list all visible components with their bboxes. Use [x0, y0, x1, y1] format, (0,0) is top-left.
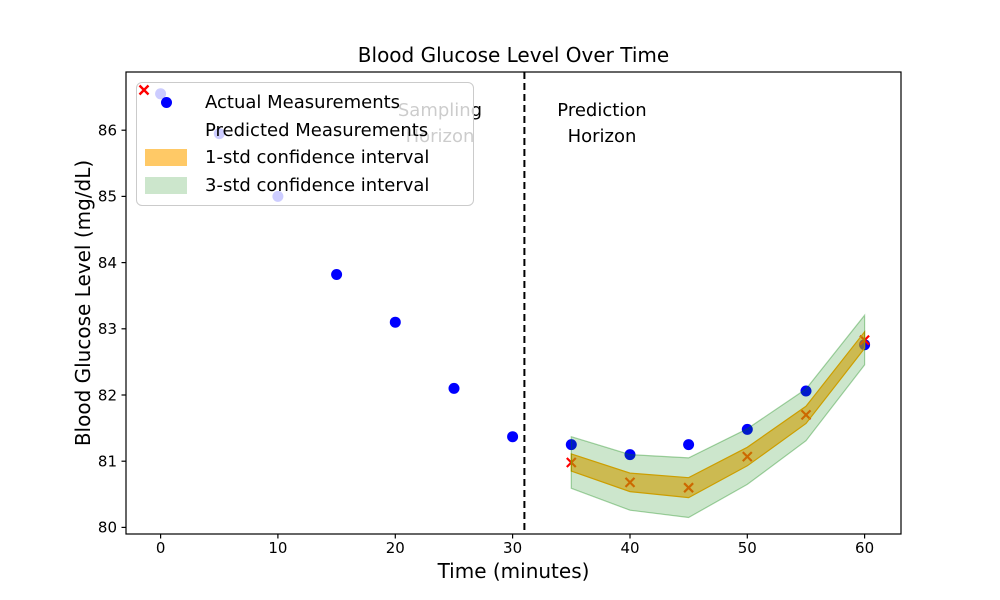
y-tick-label: 82: [98, 386, 117, 404]
axes-box: [125, 71, 902, 535]
y-tick-label: 83: [98, 320, 117, 338]
legend-patch-marker-icon: [145, 149, 187, 167]
x-tick-label: 10: [268, 539, 287, 557]
x-tick-label: 0: [156, 539, 166, 557]
1-std-confidence-band: [570, 330, 866, 499]
actual-point: [331, 269, 343, 280]
legend-item-label: 3-std confidence interval: [205, 174, 430, 196]
prediction-horizon-line1: Prediction: [557, 100, 647, 121]
x-axis-label: Time (minutes): [437, 559, 590, 583]
legend-item-label: 1-std confidence interval: [205, 147, 430, 169]
actual-point: [448, 382, 460, 394]
legend-marker-cell: [145, 176, 187, 194]
y-tick-label: 84: [98, 254, 117, 272]
legend-marker-cell: [145, 149, 187, 167]
chart-title: Blood Glucose Level Over Time: [357, 43, 670, 67]
actual-point: [507, 431, 519, 443]
actual-point: [800, 385, 812, 397]
actual-point: [624, 449, 636, 461]
legend-item: Actual Measurements: [137, 92, 473, 113]
actual-point: [741, 423, 753, 435]
y-tick-label: 80: [98, 519, 117, 537]
y-tick-label: 81: [98, 452, 117, 470]
prediction-horizon-annotation: Prediction Horizon: [532, 98, 672, 150]
legend-patch-marker-icon: [145, 176, 187, 194]
legend-circle-marker-icon: [160, 97, 172, 109]
x-tick-label: 50: [738, 539, 757, 557]
legend-marker-cell: [145, 97, 187, 109]
x-tick-label: 20: [386, 539, 405, 557]
prediction-horizon-line2: Horizon: [567, 126, 637, 147]
legend-item-label: Predicted Measurements: [205, 119, 429, 141]
legend-item: Predicted Measurements: [137, 84, 473, 141]
actual-point: [683, 439, 695, 451]
x-tick-label: 40: [620, 539, 639, 557]
legend-item: 3-std confidence interval: [137, 175, 473, 196]
legend: Actual Measurements Predicted Measurement…: [136, 82, 474, 206]
x-tick-label: 60: [855, 539, 874, 557]
actual-point: [389, 316, 401, 328]
y-tick-label: 86: [98, 121, 117, 139]
y-axis-label: Blood Glucose Level (mg/dL): [71, 159, 95, 447]
actual-point: [565, 439, 577, 451]
legend-item-label: Actual Measurements: [205, 92, 401, 114]
legend-item: 1-std confidence interval: [137, 147, 473, 168]
y-tick-label: 85: [98, 188, 117, 206]
x-tick-label: 30: [503, 539, 522, 557]
3-std-confidence-band: [570, 313, 866, 519]
